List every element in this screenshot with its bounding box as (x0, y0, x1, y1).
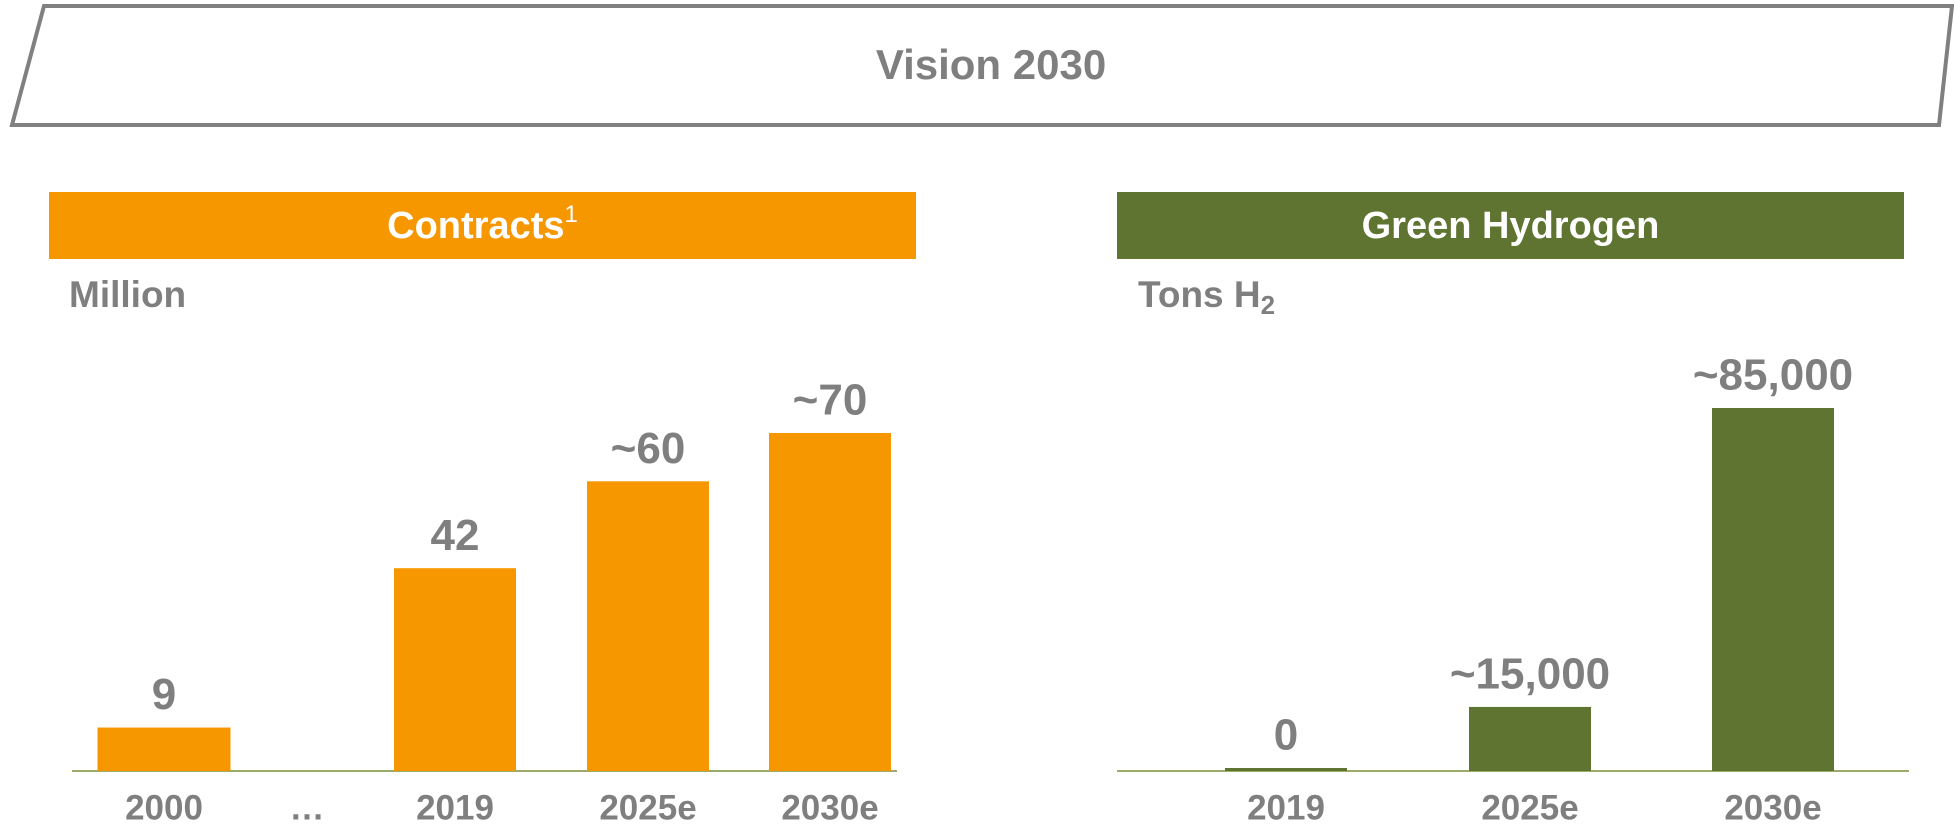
bar (97, 727, 231, 771)
header-frame (9, 4, 1954, 127)
value-label: ~85,000 (1693, 351, 1853, 400)
unit-label: Tons H2 (1138, 274, 1275, 320)
unit-label-text: Tons H (1138, 274, 1261, 315)
bar (587, 481, 709, 771)
x-tick-label: 2030e (781, 788, 878, 827)
bar (1225, 768, 1347, 771)
panel-title-superscript: 1 (565, 201, 578, 228)
bar (1469, 706, 1591, 771)
bar (1712, 408, 1834, 771)
bar (769, 433, 891, 771)
unit-label: Million (69, 274, 186, 315)
panel-title: Contracts1 (387, 201, 578, 247)
panel-header (49, 192, 916, 259)
x-tick-label: 2025e (599, 788, 696, 827)
value-label: 0 (1274, 711, 1298, 760)
panel-title: Green Hydrogen (1362, 205, 1660, 247)
x-tick-label: 2000 (125, 788, 203, 827)
bar (394, 568, 516, 771)
x-tick-label: 2025e (1481, 788, 1578, 827)
value-label: 9 (152, 670, 176, 719)
x-tick-label: 2019 (416, 788, 494, 827)
panel-title-text: Green Hydrogen (1362, 205, 1660, 247)
x-tick-label: 2019 (1247, 788, 1325, 827)
page-title: Vision 2030 (876, 41, 1106, 88)
value-label: ~60 (611, 424, 686, 473)
value-label: ~70 (793, 376, 868, 425)
panel-title-text: Contracts (387, 205, 564, 247)
unit-label-text: Million (69, 274, 186, 315)
x-tick-label: … (290, 788, 325, 827)
panel-header (1117, 192, 1904, 259)
unit-label-subscript: 2 (1261, 290, 1275, 320)
value-label: ~15,000 (1450, 650, 1610, 699)
x-tick-label: 2030e (1724, 788, 1821, 827)
value-label: 42 (431, 511, 480, 560)
